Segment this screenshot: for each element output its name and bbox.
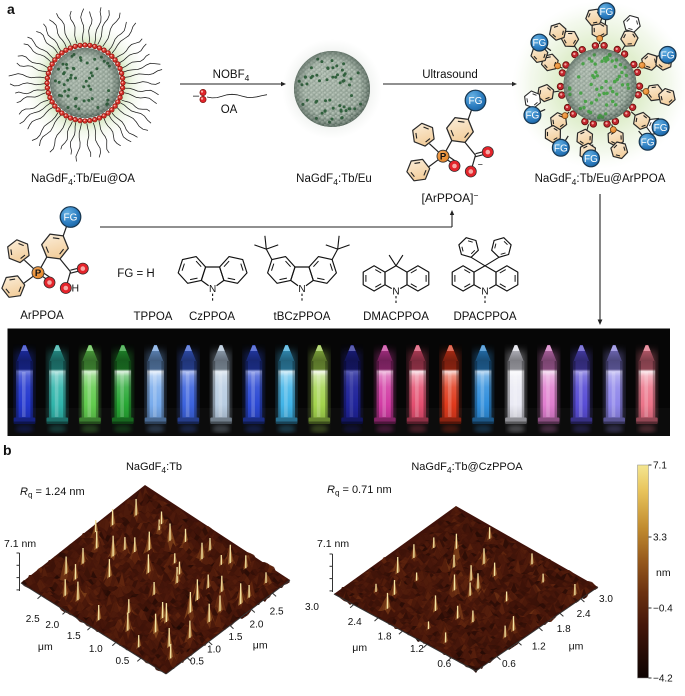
svg-text:FG: FG bbox=[525, 111, 539, 122]
svg-text:FG: FG bbox=[532, 38, 546, 49]
svg-text:DPACPPOA: DPACPPOA bbox=[453, 311, 516, 323]
svg-text:1.5: 1.5 bbox=[229, 632, 243, 643]
svg-text:P: P bbox=[440, 152, 447, 163]
svg-text:NaGdF4​:Tb: NaGdF4​:Tb bbox=[126, 461, 182, 475]
svg-text:DMACPPOA: DMACPPOA bbox=[363, 311, 429, 323]
svg-text:TPPOA: TPPOA bbox=[134, 311, 173, 323]
svg-text:μm: μm bbox=[38, 641, 53, 653]
svg-text:1.2: 1.2 bbox=[532, 642, 546, 653]
svg-text:FG: FG bbox=[641, 137, 655, 148]
svg-text:1.0: 1.0 bbox=[207, 645, 221, 656]
svg-text:7.1: 7.1 bbox=[653, 461, 667, 472]
svg-text:FG: FG bbox=[469, 96, 483, 107]
svg-text:2.5: 2.5 bbox=[26, 614, 40, 625]
svg-text:0.5: 0.5 bbox=[115, 656, 129, 667]
svg-text:FG: FG bbox=[584, 154, 598, 165]
svg-text:FG: FG bbox=[599, 7, 613, 18]
svg-text:–: – bbox=[193, 90, 200, 102]
svg-text:Ultrasound: Ultrasound bbox=[422, 69, 478, 81]
svg-text:Rq = 0.71 nm: Rq = 0.71 nm bbox=[327, 484, 392, 498]
svg-text:tBCzPPOA: tBCzPPOA bbox=[274, 311, 331, 323]
svg-text:NaGdF4​:Tb/Eu@ArPPOA: NaGdF4​:Tb/Eu@ArPPOA bbox=[535, 173, 666, 187]
svg-text:μm: μm bbox=[569, 641, 584, 653]
svg-text:a: a bbox=[7, 1, 15, 17]
svg-text:0.5: 0.5 bbox=[190, 657, 204, 668]
svg-text:NaGdF4​:Tb@CzPPOA: NaGdF4​:Tb@CzPPOA bbox=[411, 461, 523, 475]
svg-text:N: N bbox=[481, 287, 488, 298]
svg-text:μm: μm bbox=[352, 642, 367, 654]
svg-text:[ArPPOA]−​: [ArPPOA]−​ bbox=[422, 190, 479, 205]
svg-text:1.8: 1.8 bbox=[557, 624, 571, 635]
svg-text:OA: OA bbox=[221, 104, 238, 116]
svg-text:2.4: 2.4 bbox=[577, 609, 591, 620]
svg-text:3.3: 3.3 bbox=[653, 533, 667, 544]
svg-text:2.5: 2.5 bbox=[270, 607, 284, 618]
svg-text:7.1 nm: 7.1 nm bbox=[4, 538, 36, 550]
svg-text:N: N bbox=[298, 284, 305, 295]
svg-text:μm: μm bbox=[253, 639, 268, 651]
svg-text:Rq = 1.24 nm: Rq = 1.24 nm bbox=[20, 486, 85, 500]
svg-text:0.6: 0.6 bbox=[502, 659, 516, 670]
svg-text:FG: FG bbox=[654, 123, 668, 134]
svg-text:2.4: 2.4 bbox=[348, 617, 362, 628]
svg-text:3.0: 3.0 bbox=[599, 594, 613, 605]
svg-text:0.6: 0.6 bbox=[437, 659, 451, 670]
svg-text:ArPPOA: ArPPOA bbox=[20, 310, 64, 322]
svg-text:CzPPOA: CzPPOA bbox=[189, 311, 235, 323]
svg-text:FG: FG bbox=[661, 51, 675, 62]
svg-text:−0.4: −0.4 bbox=[653, 604, 673, 615]
svg-text:FG = H: FG = H bbox=[117, 268, 154, 280]
svg-text:−: − bbox=[478, 160, 483, 170]
svg-text:b: b bbox=[3, 442, 12, 458]
svg-text:N: N bbox=[392, 287, 399, 298]
svg-text:NaGdF4​:Tb/Eu: NaGdF4​:Tb/Eu bbox=[296, 173, 372, 187]
svg-text:N: N bbox=[209, 284, 216, 295]
svg-text:FG: FG bbox=[554, 143, 568, 154]
svg-text:NaGdF4​:Tb/Eu@OA: NaGdF4​:Tb/Eu@OA bbox=[31, 173, 135, 187]
svg-text:nm: nm bbox=[656, 567, 671, 579]
svg-text:1.2: 1.2 bbox=[410, 644, 424, 655]
svg-text:FG: FG bbox=[64, 213, 78, 224]
svg-text:NOBF4​: NOBF4​ bbox=[213, 69, 250, 83]
svg-text:2.0: 2.0 bbox=[250, 620, 264, 631]
svg-text:H: H bbox=[72, 283, 80, 295]
svg-text:3.0: 3.0 bbox=[305, 602, 319, 613]
svg-text:P: P bbox=[35, 268, 42, 279]
svg-text:1.5: 1.5 bbox=[67, 631, 81, 642]
svg-text:2.0: 2.0 bbox=[45, 620, 59, 631]
svg-text:1.0: 1.0 bbox=[89, 644, 103, 655]
svg-text:7.1 nm: 7.1 nm bbox=[317, 538, 349, 550]
svg-text:−4.2: −4.2 bbox=[653, 674, 673, 685]
svg-text:1.8: 1.8 bbox=[378, 632, 392, 643]
